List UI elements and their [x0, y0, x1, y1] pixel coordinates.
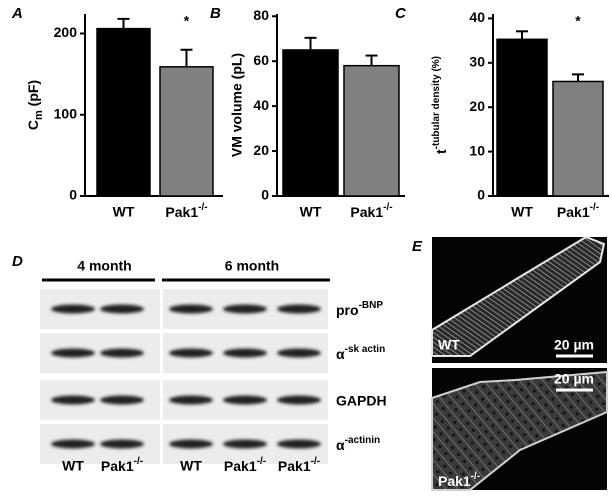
y-axis-label-part: (pF): [25, 80, 41, 110]
lane-label: WT: [180, 458, 202, 474]
blot-band: [100, 304, 144, 314]
blot-band: [277, 304, 321, 314]
group-label: 4 month: [77, 258, 131, 274]
image-label: Pak1-/-: [438, 471, 480, 489]
protein-label: GAPDH: [336, 393, 387, 409]
panel-label: E: [412, 238, 423, 255]
protein-label: pro-BNP: [336, 300, 383, 318]
panel-label: A: [11, 5, 23, 22]
x-tick-label: WT: [113, 204, 135, 220]
blot-band: [51, 348, 95, 358]
blot-band: [223, 395, 267, 405]
micrograph-wt: [431, 235, 607, 363]
x-tick-label: Pak1-/-: [557, 202, 599, 220]
image-label: WT: [438, 337, 460, 353]
blot-band: [169, 395, 213, 405]
x-tick-label: WT: [300, 204, 322, 220]
y-tick-label: 200: [54, 24, 78, 40]
blot-band: [51, 439, 95, 449]
y-axis-label: VM volume (pL): [229, 53, 245, 157]
scale-label: 20 µm: [554, 371, 594, 387]
lane-label: Pak1-/-: [101, 456, 143, 474]
y-axis-label: Cm (pF): [25, 80, 45, 130]
micrograph-pak1: [431, 368, 608, 491]
x-tick-label: Pak1-/-: [165, 202, 207, 220]
lane-label: Pak1-/-: [278, 456, 320, 474]
lane-label: WT: [62, 458, 84, 474]
y-tick-label: 0: [477, 187, 485, 203]
blot-band: [277, 395, 321, 405]
blot-band: [277, 348, 321, 358]
blot-band: [223, 348, 267, 358]
blot-band: [100, 439, 144, 449]
blot-band: [169, 348, 213, 358]
x-tick-label: Pak1-/-: [350, 202, 392, 220]
blot-band: [51, 304, 95, 314]
significance: *: [184, 13, 190, 29]
x-tick-label: WT: [511, 204, 533, 220]
panel-label: D: [12, 253, 23, 270]
bar: [343, 64, 400, 197]
y-tick-label: 30: [469, 54, 485, 70]
scale-label: 20 µm: [554, 337, 594, 353]
lane-label: Pak1-/-: [224, 456, 266, 474]
y-tick-label: 80: [253, 7, 269, 23]
y-axis-label-part: m: [33, 110, 45, 120]
y-tick-label: 10: [469, 142, 485, 158]
y-tick-label: 0: [69, 187, 77, 203]
blot-band: [223, 304, 267, 314]
y-axis-label: t-tubular density (%): [431, 56, 449, 154]
y-tick-label: 0: [261, 187, 269, 203]
panel-label: C: [395, 5, 407, 22]
blot-band: [277, 439, 321, 449]
y-tick-label: 100: [54, 105, 78, 121]
bar: [159, 66, 214, 197]
y-tick-label: 40: [469, 9, 485, 25]
y-tick-label: 60: [253, 52, 269, 68]
blot-band: [223, 439, 267, 449]
y-axis-label-part: C: [25, 120, 41, 130]
bar: [96, 27, 151, 197]
blot-band: [100, 348, 144, 358]
group-label: 6 month: [225, 258, 279, 274]
y-tick-label: 20: [253, 142, 269, 158]
y-tick-label: 20: [469, 98, 485, 114]
blot-band: [169, 304, 213, 314]
blot-band: [169, 439, 213, 449]
blot-band: [100, 395, 144, 405]
significance: *: [575, 13, 581, 29]
protein-label: α-sk actin: [336, 344, 385, 362]
bar: [282, 49, 339, 197]
protein-label: α-actinin: [336, 435, 380, 453]
bar: [552, 80, 604, 197]
blot-band: [51, 395, 95, 405]
bar: [496, 38, 548, 197]
panel-label: B: [210, 5, 221, 22]
y-tick-label: 40: [253, 97, 269, 113]
